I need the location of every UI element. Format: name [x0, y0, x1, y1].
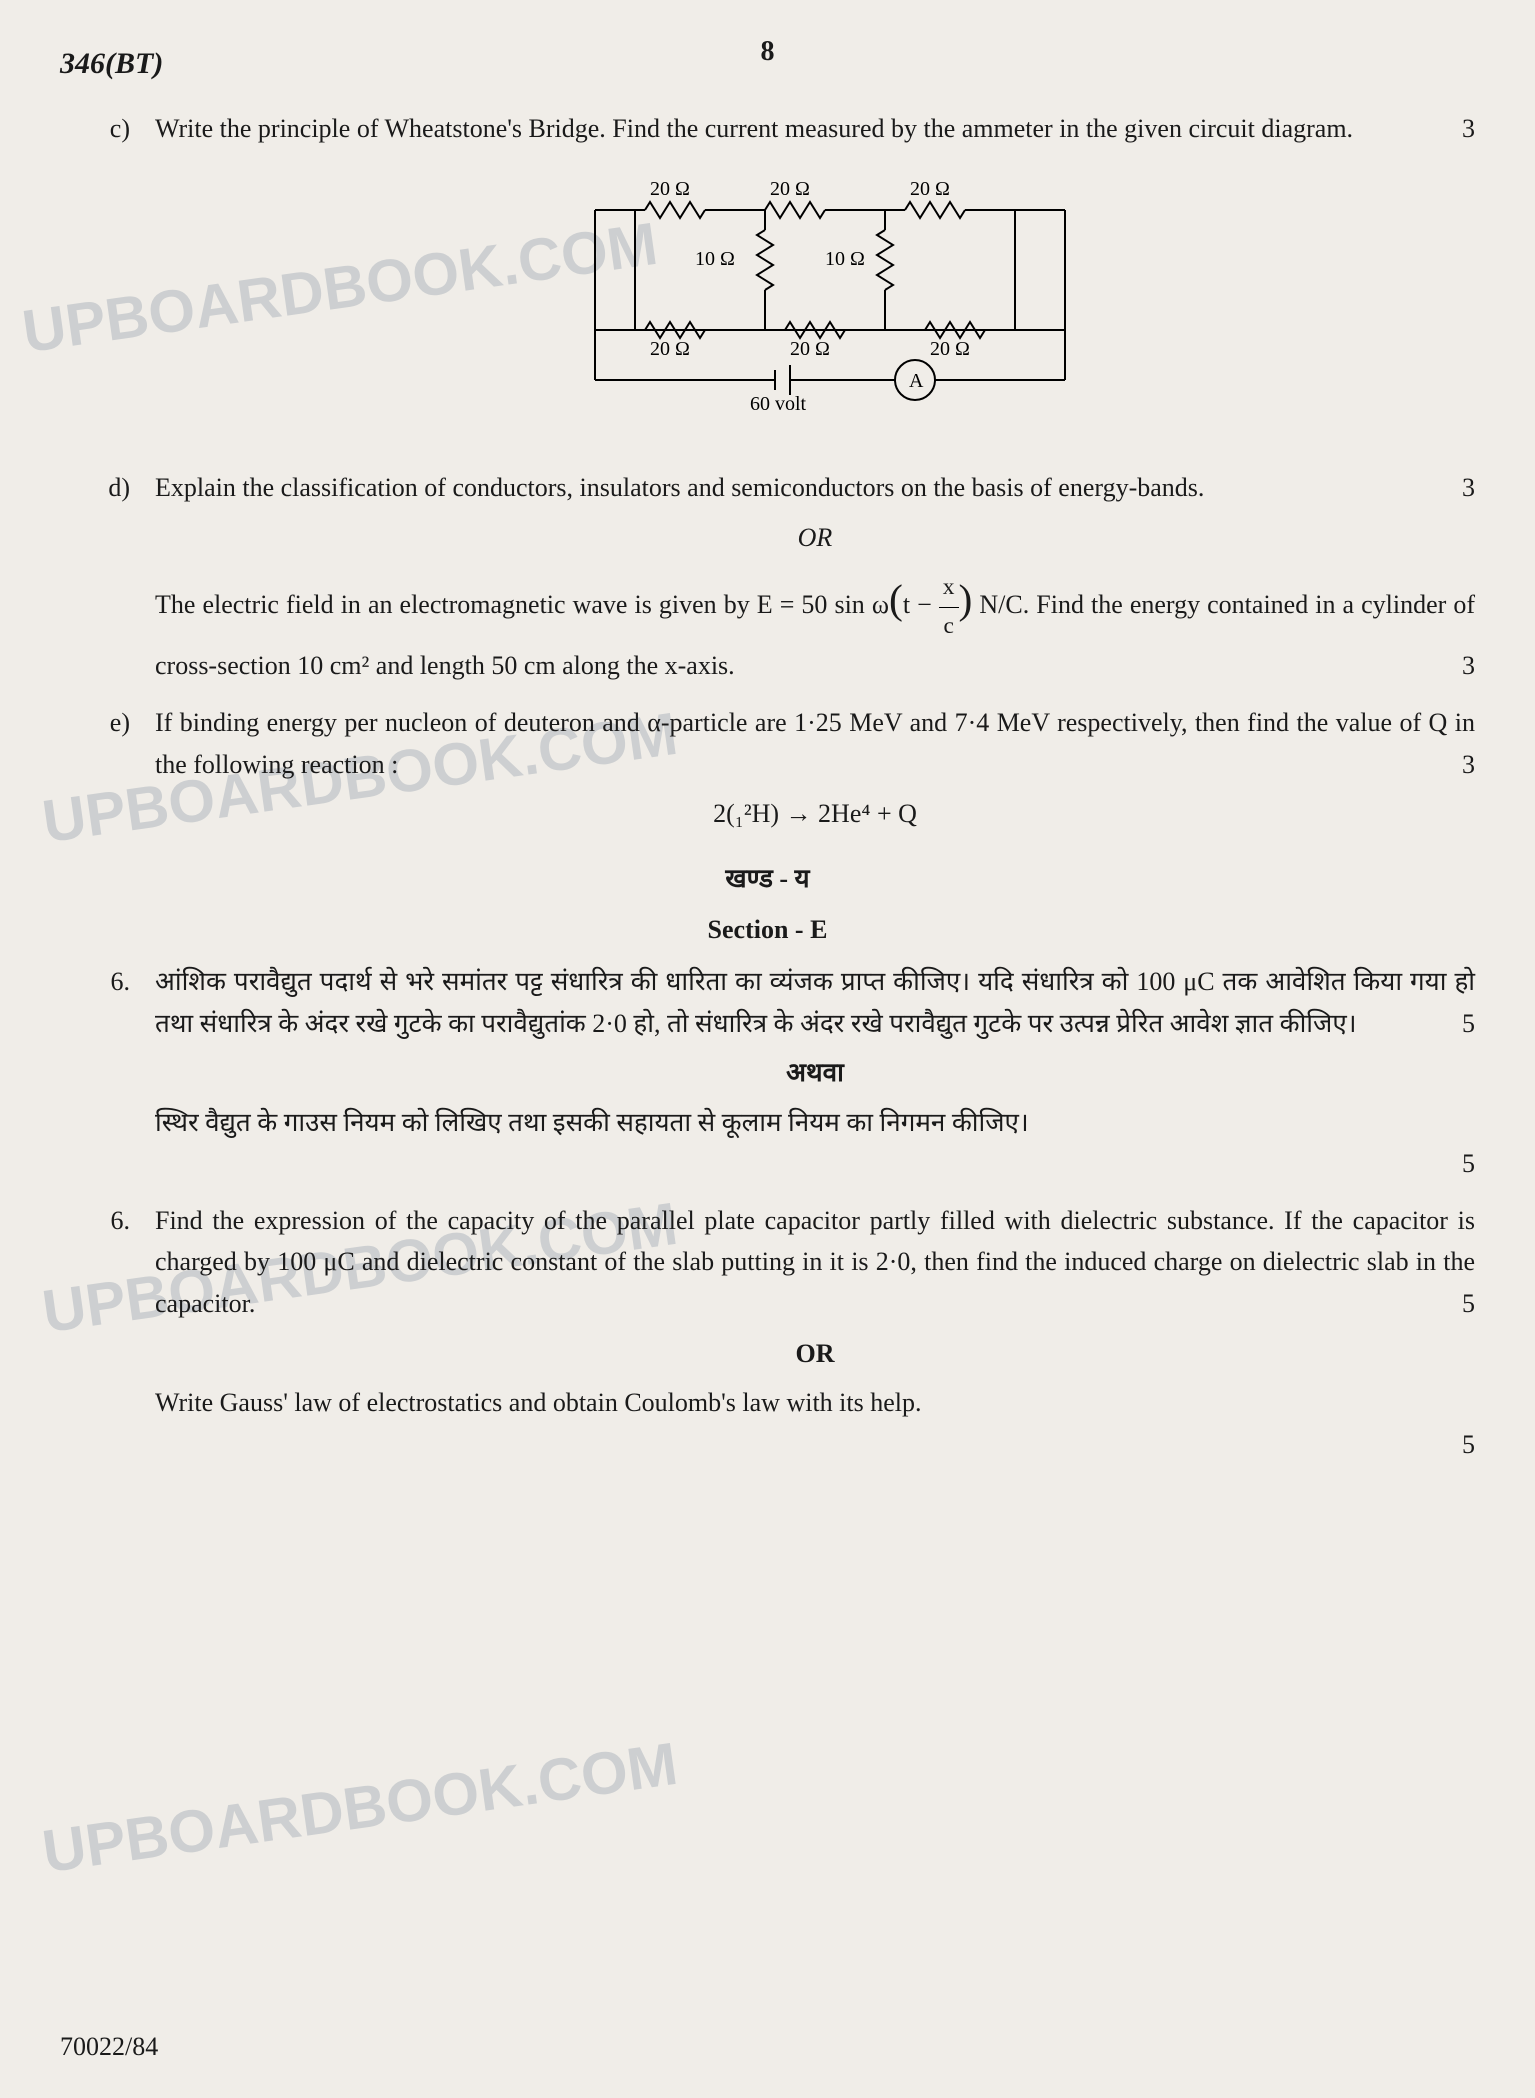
or-question-text: स्थिर वैद्युत के गाउस नियम को लिखिए तथा …	[155, 1102, 1475, 1144]
or-question-text: The electric field in an electromagnetic…	[155, 566, 1475, 687]
question-text: Explain the classification of conductors…	[155, 473, 1204, 502]
reaction-equation: 2(₁²H) → 2He⁴ + Q	[155, 793, 1475, 835]
watermark: UPBOARDBOOK.COM	[36, 1716, 683, 1900]
marks: 3	[1462, 467, 1475, 509]
marks: 5	[1462, 1003, 1475, 1045]
svg-text:20 Ω: 20 Ω	[930, 338, 970, 360]
or-label: OR	[155, 1333, 1475, 1375]
section-heading: Section - E	[60, 909, 1475, 951]
svg-text:20 Ω: 20 Ω	[790, 338, 830, 360]
svg-text:20 Ω: 20 Ω	[910, 178, 950, 200]
question-6-hindi: 6. आंशिक परावैद्युत पदार्थ से भरे समांतर…	[60, 961, 1475, 1185]
question-d: d) Explain the classification of conduct…	[60, 467, 1475, 687]
question-text: If binding energy per nucleon of deutero…	[155, 708, 1475, 779]
question-c: c) Write the principle of Wheatstone's B…	[60, 108, 1475, 452]
question-e: e) If binding energy per nucleon of deut…	[60, 702, 1475, 843]
marks: 3	[1462, 744, 1475, 786]
section-heading-hindi: खण्ड - य	[60, 858, 1475, 900]
circuit-diagram: 20 Ω 20 Ω 20 Ω 10 Ω 10 Ω 20 Ω 20 Ω 20 Ω …	[155, 160, 1475, 443]
question-text: आंशिक परावैद्युत पदार्थ से भरे समांतर पट…	[155, 967, 1475, 1038]
or-question-text: Write Gauss' law of electrostatics and o…	[155, 1382, 1475, 1424]
svg-text:10 Ω: 10 Ω	[825, 248, 865, 270]
svg-text:20 Ω: 20 Ω	[650, 338, 690, 360]
paper-code: 346(BT)	[60, 40, 163, 88]
or-label-hindi: अथवा	[155, 1052, 1475, 1094]
marks: 5	[1462, 1149, 1475, 1178]
or-label: OR	[155, 517, 1475, 559]
marks: 5	[1462, 1283, 1475, 1325]
marks: 5	[1462, 1430, 1475, 1459]
question-label: 6.	[60, 961, 155, 1185]
svg-text:A: A	[909, 370, 924, 392]
question-label: c)	[60, 108, 155, 452]
question-label: d)	[60, 467, 155, 687]
footer-code: 70022/84	[60, 2026, 158, 2068]
question-text: Write the principle of Wheatstone's Brid…	[155, 114, 1353, 143]
question-6-english: 6. Find the expression of the capacity o…	[60, 1200, 1475, 1466]
svg-text:60 volt: 60 volt	[750, 393, 807, 415]
question-label: e)	[60, 702, 155, 843]
svg-text:20 Ω: 20 Ω	[650, 178, 690, 200]
marks: 3	[1462, 108, 1475, 150]
question-text: Find the expression of the capacity of t…	[155, 1206, 1475, 1318]
svg-text:20 Ω: 20 Ω	[770, 178, 810, 200]
marks: 3	[1462, 645, 1475, 687]
svg-text:10 Ω: 10 Ω	[695, 248, 735, 270]
page-number: 8	[761, 30, 775, 75]
question-label: 6.	[60, 1200, 155, 1466]
